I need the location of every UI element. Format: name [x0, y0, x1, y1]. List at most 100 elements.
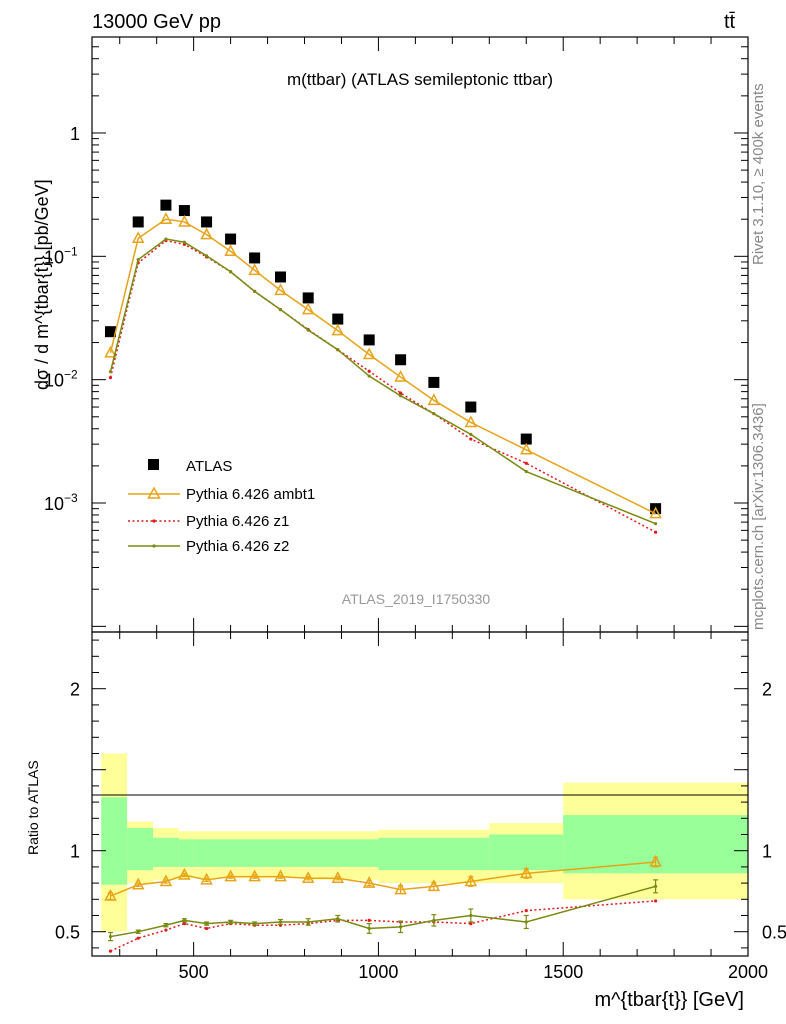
z1-line — [109, 239, 656, 533]
ratio-z1-marker — [654, 899, 658, 903]
uncertainty-band-inner — [193, 839, 305, 867]
ambt1-marker — [104, 345, 117, 358]
z2-marker — [398, 394, 403, 398]
ambt1-marker — [224, 244, 237, 256]
ratio-y-tick-label-right: 2 — [762, 680, 772, 700]
ratio-ambt1-marker — [131, 877, 145, 890]
x-tick-label: 1500 — [543, 962, 583, 982]
ratio-ambt1-marker — [104, 888, 117, 901]
ratio-ambt1-marker — [248, 869, 261, 882]
x-axis-label: m^{tbar{t}} [GeV] — [595, 989, 744, 1011]
y-tick-label-exponent: −1 — [64, 244, 78, 258]
legend-marker-ambt1 — [147, 486, 161, 499]
y-tick-label-exponent: −2 — [64, 368, 78, 382]
ratio-ambt1-marker — [331, 871, 345, 883]
z2-marker — [367, 374, 371, 378]
ratio-ambt1-line — [110, 861, 656, 897]
energy-label: 13000 GeV pp — [92, 11, 221, 33]
process-label: tt̄ — [724, 11, 736, 33]
atlas-data-point — [201, 216, 213, 228]
ratio-z2-line — [110, 885, 656, 938]
ratio-z2-marker — [524, 920, 528, 924]
atlas-data-point — [249, 252, 261, 264]
x-tick-label: 500 — [179, 962, 209, 982]
ratio-y-tick-label-left: 1 — [70, 842, 80, 862]
legend-marker-z1 — [152, 519, 156, 523]
ambt1-marker — [331, 323, 345, 336]
ratio-y-tick-label-right: 0.5 — [762, 923, 786, 943]
z2-marker — [228, 270, 233, 274]
ratio-ambt1-marker — [200, 872, 213, 885]
z2-marker — [182, 240, 186, 244]
y-tick-label-exponent: −3 — [64, 491, 78, 505]
z2-marker — [306, 328, 310, 332]
y-tick-label: 10 — [44, 247, 64, 267]
ratio-z2-marker — [398, 925, 403, 929]
z2-marker — [108, 370, 113, 374]
ambt1-marker — [301, 302, 315, 315]
ambt1-marker — [464, 415, 478, 428]
z2-marker — [136, 258, 140, 262]
x-tick-label: 2000 — [728, 962, 768, 982]
ratio-z2-marker — [253, 922, 257, 926]
legend: ATLAS Pythia 6.426 ambt1 Pythia 6.426 z1… — [128, 458, 315, 555]
atlas-data-point — [465, 401, 477, 413]
ambt1-marker — [274, 283, 287, 296]
z2-line — [109, 238, 656, 525]
legend-marker-z2 — [152, 544, 156, 548]
ratio-ambt1-marker — [301, 871, 315, 883]
z1-marker — [654, 530, 658, 534]
main-title: m(ttbar) (ATLAS semileptonic ttbar) — [287, 70, 553, 89]
ratio-z2-marker — [108, 934, 113, 939]
legend-label-z2: Pythia 6.426 z2 — [186, 538, 289, 555]
uncertainty-band-inner — [489, 834, 564, 871]
main-ticks: 110−110−210−3 — [44, 36, 749, 632]
z1-marker — [524, 461, 528, 465]
atlas-data-point — [178, 205, 190, 217]
ratio-z1-marker — [204, 926, 209, 931]
ratio-z2-marker — [228, 920, 233, 924]
ambt1-marker — [520, 442, 533, 455]
atlas-data-point — [132, 216, 144, 228]
atlas-data-point — [520, 433, 532, 445]
analysis-label: ATLAS_2019_I1750330 — [342, 591, 491, 607]
ratio-z2-marker — [306, 920, 310, 924]
ratio-y-tick-label-right: 1 — [762, 842, 772, 862]
uncertainty-band-inner — [378, 837, 490, 871]
ratio-z1-marker — [182, 922, 186, 926]
ratio-z2-marker — [204, 922, 209, 926]
atlas-data-point — [395, 354, 407, 366]
ratio-z1-marker — [136, 936, 140, 940]
ambt1-marker — [200, 227, 213, 240]
atlas-data-point — [225, 233, 237, 245]
main-panel: m(ttbar) (ATLAS semileptonic ttbar) ATLA… — [32, 36, 749, 633]
ratio-y-tick-label-left: 0.5 — [55, 923, 80, 943]
z2-marker — [278, 307, 283, 312]
x-tick-label: 1000 — [358, 962, 398, 982]
ratio-ambt1-marker — [464, 874, 478, 887]
uncertainty-band-inner — [127, 828, 153, 871]
z1-marker — [108, 375, 113, 380]
ambt1-marker — [178, 214, 191, 227]
atlas-data-point — [104, 326, 116, 338]
legend-label-z1: Pythia 6.426 z1 — [186, 513, 289, 530]
ratio-z2-marker — [336, 917, 340, 921]
ratio-z1-marker — [469, 922, 473, 926]
ratio-ambt1-marker — [362, 875, 376, 888]
ratio-z2-marker — [278, 920, 283, 924]
ratio-z2-marker — [367, 926, 371, 931]
ratio-z1-marker — [524, 909, 528, 913]
ratio-y-tick-label-left: 2 — [70, 680, 80, 700]
uncertainty-band-inner — [101, 797, 128, 885]
z2-marker — [432, 412, 436, 416]
ratio-z2-marker — [182, 918, 186, 922]
z2-marker — [654, 522, 658, 526]
ambt1-marker — [649, 506, 662, 519]
z2-marker — [204, 254, 209, 258]
y-tick-label: 10 — [44, 494, 64, 514]
legend-label-atlas: ATLAS — [186, 458, 232, 475]
z1-marker — [469, 437, 473, 441]
ratio-ambt1-marker — [649, 854, 662, 867]
main-series — [104, 199, 662, 534]
